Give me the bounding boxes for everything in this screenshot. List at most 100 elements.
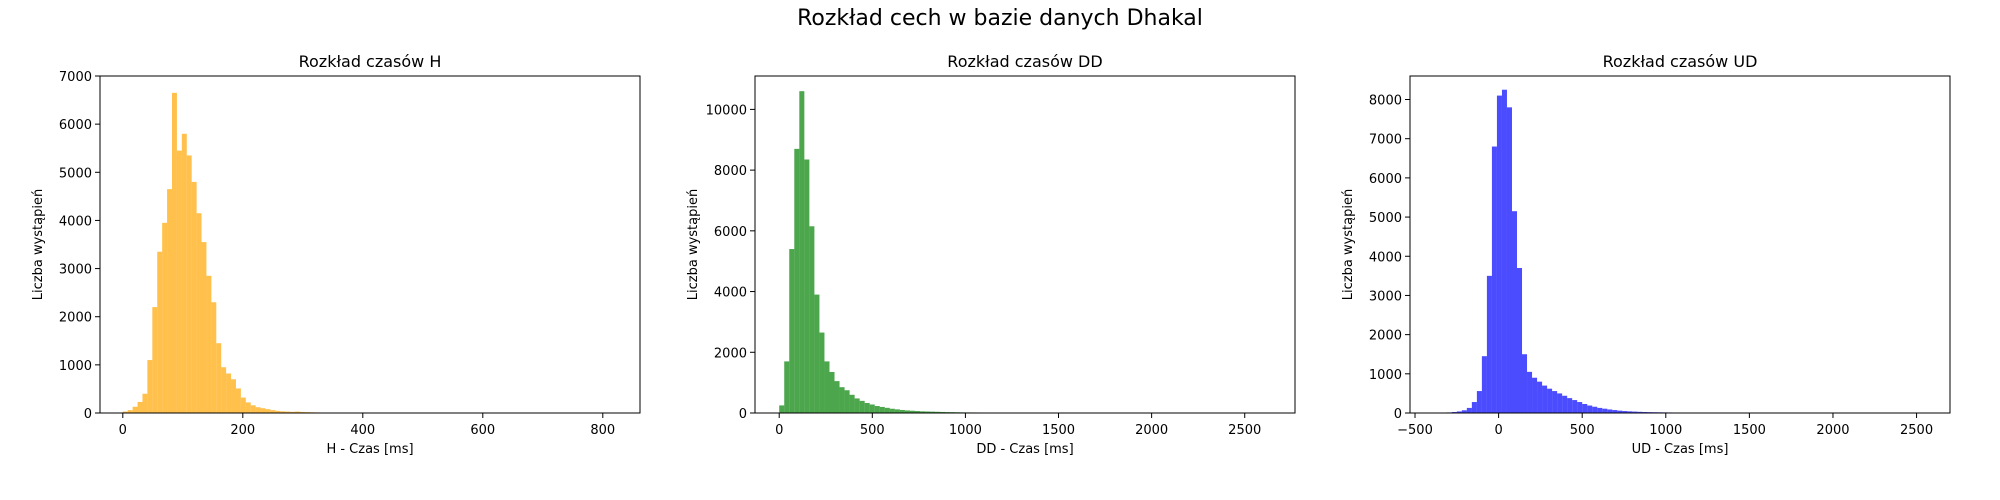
histogram-bar [1592, 406, 1598, 413]
histogram-bar [1627, 411, 1633, 413]
histogram-bar [899, 409, 905, 413]
histogram-bar [789, 249, 795, 413]
histogram-bar [839, 387, 845, 413]
x-tick-label: 2000 [1816, 423, 1849, 438]
histogram-bar [226, 373, 232, 413]
histogram-bar [1572, 400, 1578, 413]
histogram-bar [221, 367, 227, 413]
histogram-bar [1506, 107, 1512, 413]
histogram-bar [1476, 391, 1482, 413]
histogram-bar [260, 408, 266, 413]
histogram-bar [1567, 398, 1573, 413]
y-tick-label: 0 [739, 407, 747, 422]
histogram-bar [1527, 371, 1533, 413]
plot-frame [1409, 75, 1951, 414]
histogram-bar [819, 332, 825, 413]
histogram-bar [864, 402, 870, 413]
histogram-bar [235, 388, 241, 413]
histogram-bar [176, 150, 182, 413]
histogram-bar [804, 159, 810, 413]
histogram-bar [147, 360, 153, 413]
x-tick-label: 0 [775, 423, 783, 438]
x-tick-label: 2500 [1900, 423, 1933, 438]
histogram-bar [132, 406, 138, 413]
y-tick-label: 4000 [59, 214, 92, 229]
histogram-bar [127, 410, 133, 413]
histogram-bar [1486, 275, 1492, 413]
histogram-bar [889, 408, 895, 413]
histogram-bar [157, 251, 163, 413]
histogram-bar [894, 409, 900, 413]
chart-panel-3: −500 0 500 1000 1500 2000 25000100020003000400… [1341, 52, 1951, 457]
histogram-bar [869, 404, 875, 413]
y-tick-label: 6000 [1369, 172, 1402, 187]
histogram-bar [854, 398, 860, 413]
x-tick-label: 0 [1494, 423, 1502, 438]
figure-suptitle: Rozkład cech w bazie danych Dhakal [797, 6, 1203, 31]
y-tick-label: 1000 [1369, 368, 1402, 383]
histogram-bar [216, 343, 222, 413]
histogram-bar [814, 294, 820, 413]
histogram-bar [1537, 381, 1543, 413]
y-tick-label: 0 [84, 407, 92, 422]
histogram-bar [152, 307, 158, 413]
chart-panel-2: 0 500 1000 1500 2000 2500 0 2000 4000 6000 8000 100… [686, 52, 1296, 457]
histogram-bar [909, 410, 915, 413]
histogram-bar [299, 411, 305, 413]
x-tick-label: 400 [350, 423, 375, 438]
histogram-bar [186, 155, 192, 413]
plot-frame [754, 75, 1296, 414]
y-tick-label: 2000 [59, 311, 92, 326]
x-tick-label: 600 [470, 423, 495, 438]
histogram-bar [940, 411, 946, 413]
histogram-bar [904, 410, 910, 413]
x-tick-label: 1500 [1733, 423, 1766, 438]
plot-frame [99, 75, 641, 414]
histogram-bar [859, 400, 865, 413]
histogram-bar [784, 361, 790, 413]
histogram-bar [231, 379, 236, 413]
histogram-bar [879, 406, 885, 413]
y-tick-label: 8000 [714, 164, 747, 179]
y-tick-label: 5000 [1369, 211, 1402, 226]
histogram-bar [240, 397, 246, 413]
histogram-bar [1522, 354, 1528, 413]
x-tick-label: 1000 [1649, 423, 1682, 438]
histogram-bar [1466, 407, 1472, 413]
histogram-bar [849, 394, 855, 413]
histogram-bar [1617, 410, 1623, 413]
histogram-bar [829, 372, 835, 413]
y-tick-label: 2000 [714, 346, 747, 361]
histogram-bar [137, 401, 143, 413]
histogram-bar [1517, 268, 1523, 413]
histogram-bar [1456, 411, 1462, 413]
histogram-bar [1552, 391, 1558, 413]
x-tick-label: 1000 [949, 423, 982, 438]
x-axis-label: DD - Czas [ms] [976, 442, 1073, 457]
x-axis-label: UD - Czas [ms] [1632, 442, 1729, 457]
histogram-bar [270, 410, 276, 413]
histogram-bar [196, 213, 202, 413]
y-axis-label: Liczba wystąpień [31, 189, 46, 300]
chart-title: Rozkład czasów DD [947, 52, 1102, 71]
histogram-bar [1496, 95, 1502, 413]
histogram-bar [265, 409, 271, 413]
histogram-bar [1577, 402, 1583, 413]
histogram-bar [295, 411, 300, 413]
histogram-bar [122, 411, 128, 413]
y-tick-label: 0 [1394, 407, 1402, 422]
histogram-bar [275, 410, 281, 413]
histogram-bar [172, 92, 177, 413]
x-tick-label: 1500 [1042, 423, 1075, 438]
histogram-bar [1491, 146, 1497, 413]
histogram-bar [1501, 89, 1507, 413]
x-tick-label: 200 [230, 423, 255, 438]
histogram-bar [191, 181, 197, 413]
x-tick-label: 500 [1570, 423, 1595, 438]
histogram-bar [255, 407, 261, 413]
histogram-bar [181, 133, 187, 413]
histogram-bar [245, 402, 251, 413]
histogram-bar [799, 91, 805, 414]
y-axis-label: Liczba wystąpień [686, 189, 701, 300]
